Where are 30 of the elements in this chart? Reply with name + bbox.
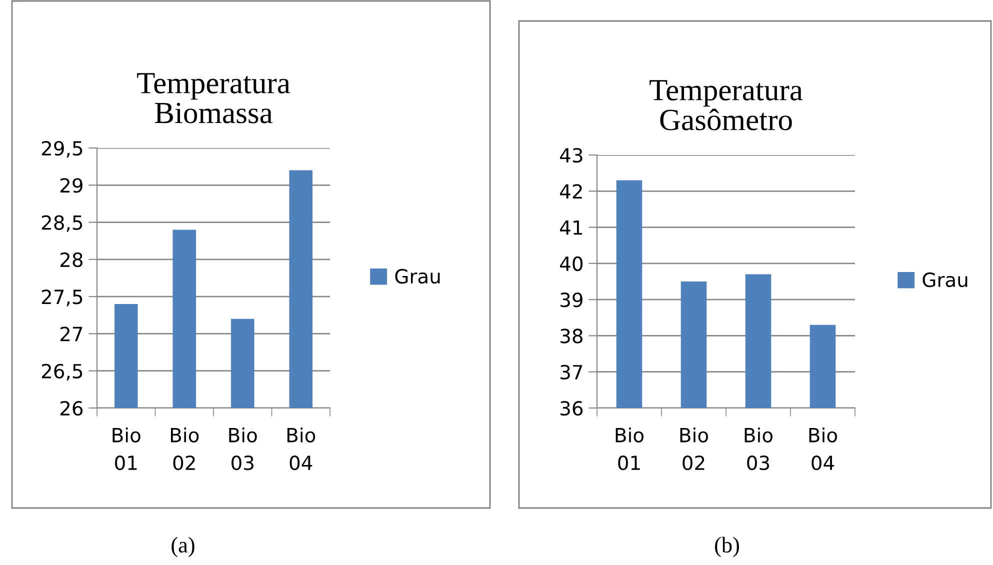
x-tick-label: Bio 04 xyxy=(287,427,316,470)
y-tick-label: 40 xyxy=(560,256,583,272)
x-tick-label: Bio 03 xyxy=(229,427,257,470)
y-tick-label: 43 xyxy=(560,148,582,163)
y-tick-label: 27,5 xyxy=(42,290,82,306)
y-tick-label: 41 xyxy=(560,220,582,235)
y-tick-label: 28,5 xyxy=(42,215,82,232)
legend-label: Grau xyxy=(922,272,968,288)
y-tick-label: 26 xyxy=(60,400,83,416)
y-tick-label: 29,5 xyxy=(42,140,82,158)
y-tick-label: 39 xyxy=(560,292,582,308)
y-tick-label: 26,5 xyxy=(42,364,82,381)
x-tick-label: Bio 03 xyxy=(744,427,773,470)
y-tick-label: 36 xyxy=(560,400,583,416)
x-tick-label: Bio 02 xyxy=(680,427,708,470)
x-tick-label: Bio 01 xyxy=(112,427,140,470)
chart-title: Temperatura Gasômetro xyxy=(650,80,803,130)
x-tick-label: Bio 04 xyxy=(809,427,838,470)
x-tick-label: Bio 02 xyxy=(170,427,199,470)
x-tick-label: Bio 01 xyxy=(616,427,644,470)
y-tick-label: 37 xyxy=(560,364,582,380)
chart-title: Temperatura Biomassa xyxy=(137,73,290,124)
y-tick-label: 38 xyxy=(560,328,582,344)
y-tick-label: 27 xyxy=(60,326,82,342)
y-tick-label: 42 xyxy=(560,184,582,199)
text: (b) xyxy=(715,536,739,558)
text: (a) xyxy=(172,536,194,558)
y-tick-label: 29 xyxy=(60,178,82,193)
legend-label: Grau xyxy=(395,268,440,284)
y-tick-label: 28 xyxy=(60,252,82,268)
